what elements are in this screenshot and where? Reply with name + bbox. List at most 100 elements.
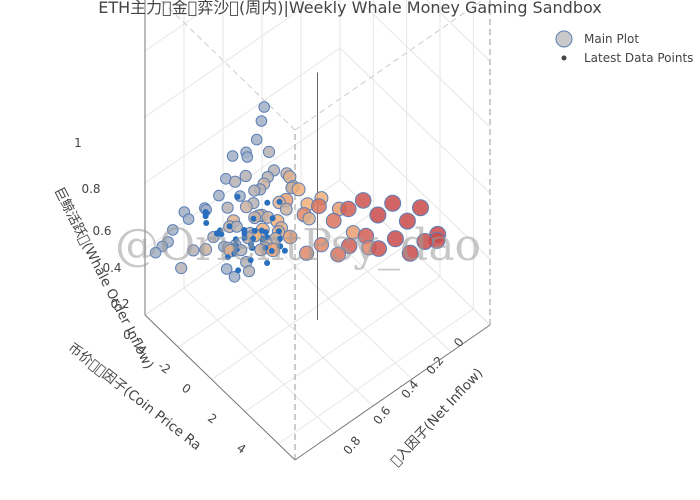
legend-latest-marker[interactable] [561,55,567,61]
main-plot-point[interactable] [416,233,434,250]
grid-line [339,47,491,194]
latest-data-point[interactable] [202,213,209,220]
main-plot-point[interactable] [229,175,242,188]
latest-data-point[interactable] [224,254,231,261]
latest-data-point[interactable] [281,247,288,254]
grid-line [357,0,491,128]
latest-data-point[interactable] [264,199,271,206]
latest-data-point[interactable] [268,248,275,254]
main-plot-point[interactable] [242,265,256,278]
latest-data-point[interactable] [259,236,266,243]
latest-data-point[interactable] [269,215,276,222]
main-plot-point[interactable] [213,189,225,202]
main-plot-point[interactable] [401,244,419,262]
main-plot-point[interactable] [241,151,254,163]
latest-data-point[interactable] [231,250,238,257]
latest-data-point[interactable] [232,241,239,248]
z-tick-label: 0.6 [92,224,111,238]
main-plot-point[interactable] [291,182,306,197]
main-plot-point[interactable] [228,271,241,283]
main-plot-point[interactable] [370,240,388,257]
main-plot-point[interactable] [299,245,315,261]
latest-data-point[interactable] [247,257,254,263]
main-plot-point[interactable] [187,244,200,257]
main-plot-point[interactable] [341,237,358,255]
latest-data-point[interactable] [235,267,242,274]
main-plot-point[interactable] [221,201,234,214]
main-plot-point[interactable] [149,246,162,259]
legend-main-plot-label[interactable]: Main Plot [584,32,639,46]
latest-data-point[interactable] [264,260,271,266]
main-plot-point[interactable] [258,101,271,113]
main-plot-point[interactable] [175,262,188,275]
grid-line [178,211,374,348]
main-plot-point[interactable] [248,184,261,197]
main-plot-point[interactable] [311,198,327,215]
latest-data-point[interactable] [250,215,257,222]
main-plot-point[interactable] [182,213,195,225]
latest-data-point[interactable] [276,235,283,242]
grid-line [261,233,413,380]
main-plot-point[interactable] [354,192,372,209]
latest-data-point[interactable] [277,243,284,250]
z-axis-title: 巨鲸活跃 (Whale Order Inflow) [51,184,157,371]
top-edge [159,0,296,131]
grid-line [426,0,491,62]
main-plot-point[interactable] [220,263,233,275]
x-tick-label: 0.8 [340,434,363,458]
main-plot-point[interactable] [340,200,357,218]
main-plot-point[interactable] [239,169,252,183]
latest-data-point[interactable] [217,227,224,234]
latest-data-point[interactable] [232,236,239,243]
grid-line [144,47,341,184]
grid-line [183,287,335,434]
main-plot-point[interactable] [412,199,429,217]
latest-data-point[interactable] [226,223,233,230]
main-plot-point[interactable] [199,243,213,256]
main-plot-point[interactable] [279,202,293,216]
main-plot-point[interactable] [255,115,268,127]
main-plot-point[interactable] [167,224,179,236]
z-tick-label: 0.8 [81,182,100,196]
latest-data-point[interactable] [233,246,240,253]
main-plot-point[interactable] [282,229,298,245]
latest-data-point[interactable] [202,209,209,215]
x-tick-label: 0.4 [398,378,421,402]
grid-line [211,244,407,380]
top-edge [294,0,484,131]
y-axis-line [144,314,296,461]
x-axis-title:  入因子(Net Inflow) [388,365,487,469]
watermark: @OrientPsy_dao [115,220,481,271]
latest-data-point[interactable] [248,241,254,248]
latest-data-point[interactable] [241,234,248,241]
legend-main-plot-marker[interactable] [555,30,573,48]
latest-data-point[interactable] [276,198,283,205]
y-axis-title: 币价  因子(Coin Price Ra [65,340,204,454]
latest-data-point[interactable] [203,220,210,226]
latest-data-point[interactable] [262,244,269,251]
latest-data-point[interactable] [250,235,257,242]
main-plot-point[interactable] [313,237,329,253]
latest-data-point[interactable] [262,229,269,236]
main-plot-point[interactable] [325,212,342,229]
main-plot-point[interactable] [386,230,404,248]
main-plot-point[interactable] [398,212,416,230]
latest-data-point[interactable] [264,234,271,241]
latest-data-point[interactable] [241,230,248,237]
main-plot-point[interactable] [239,200,253,214]
latest-data-point[interactable] [251,227,258,234]
main-plot-point[interactable] [302,212,316,226]
latest-data-point[interactable] [234,193,241,200]
latest-data-point[interactable] [276,228,282,235]
main-plot-point[interactable] [369,206,387,224]
legend-latest-label[interactable]: Latest Data Points [584,51,693,65]
main-plot-point[interactable] [250,133,263,146]
main-plot-point[interactable] [330,246,347,263]
main-plot-point[interactable] [226,150,239,162]
grid-line [244,276,441,413]
main-plot-point[interactable] [262,145,276,158]
grid-line [144,113,341,250]
main-plot-point[interactable] [384,194,402,212]
legend[interactable]: Main Plot Latest Data Points [555,30,693,65]
